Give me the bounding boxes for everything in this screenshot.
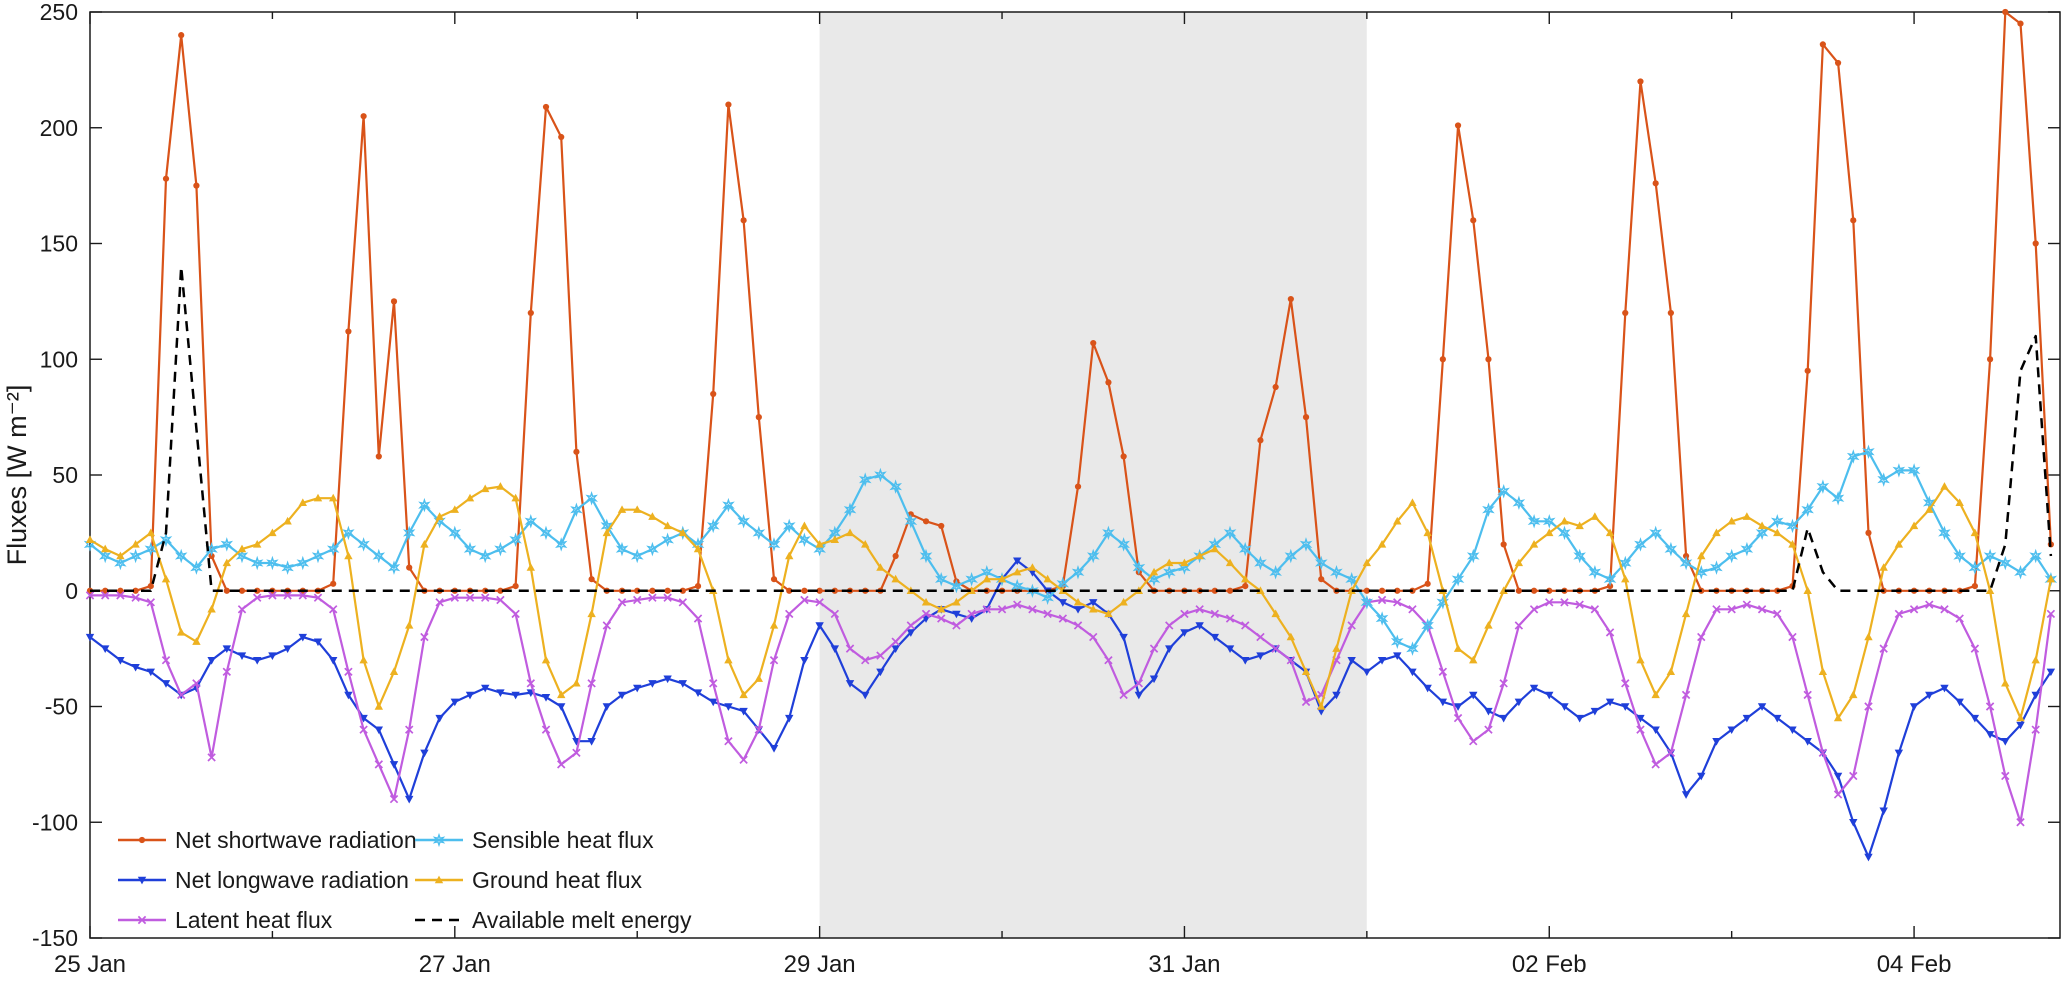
y-tick-label: -150 — [32, 925, 78, 951]
y-tick-label: 100 — [40, 346, 78, 372]
series-latent-heat-flux — [85, 591, 2056, 827]
series-ground-heat-flux — [85, 482, 2056, 722]
legend-item-available-melt-energy: Available melt energy — [415, 907, 692, 933]
x-tick-label: 29 Jan — [784, 951, 856, 978]
x-tick-label: 31 Jan — [1148, 951, 1220, 978]
y-tick-label: 50 — [52, 462, 78, 488]
y-tick-label: 150 — [40, 231, 78, 257]
legend-item-net-shortwave-radiation: Net shortwave radiation — [118, 827, 417, 853]
x-tick-label: 27 Jan — [419, 951, 491, 978]
legend-label: Net longwave radiation — [175, 867, 409, 893]
x-tick-label: 25 Jan — [54, 951, 126, 978]
y-tick-label: 200 — [40, 115, 78, 141]
legend-label: Available melt energy — [472, 907, 692, 933]
legend-item-ground-heat-flux: Ground heat flux — [415, 867, 643, 893]
legend: Net shortwave radiation Net longwave radi… — [118, 827, 692, 933]
x-tick-label: 02 Feb — [1512, 951, 1587, 978]
legend-item-sensible-heat-flux: Sensible heat flux — [415, 827, 654, 853]
x-tick-label: 04 Feb — [1877, 951, 1952, 978]
series-available-melt-energy — [90, 265, 2053, 593]
y-tick-label: 250 — [40, 0, 78, 25]
series-sensible-heat-flux — [83, 444, 2058, 656]
legend-label: Latent heat flux — [175, 907, 333, 933]
y-tick-label: 0 — [65, 578, 78, 604]
legend-label: Ground heat flux — [472, 867, 643, 893]
y-tick-label: -50 — [45, 694, 78, 720]
y-tick-label: -100 — [32, 809, 78, 835]
legend-item-latent-heat-flux: Latent heat flux — [118, 907, 333, 933]
legend-label: Sensible heat flux — [472, 827, 654, 853]
legend-label: Net shortwave radiation — [175, 827, 417, 853]
y-axis-label: Fluxes [W m⁻²] — [2, 385, 32, 566]
legend-item-net-longwave-radiation: Net longwave radiation — [118, 867, 409, 893]
axes-ticks: -150 -100 -50 0 50 100 150 200 250 25 Jan 27 Jan 29… — [32, 0, 2060, 978]
shaded-region — [819, 12, 1367, 938]
